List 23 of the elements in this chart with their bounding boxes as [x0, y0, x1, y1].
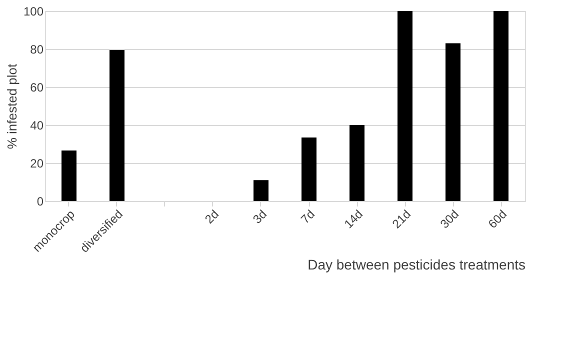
x-tick-label: 2d	[202, 207, 222, 226]
y-tick-label: 60	[30, 80, 44, 94]
bar	[62, 150, 76, 201]
x-tick-label: 21d	[389, 207, 414, 232]
x-tick-label: 14d	[341, 207, 366, 232]
y-tick-label: 80	[30, 42, 44, 56]
x-tick-label: 60d	[485, 207, 510, 232]
x-tick-label: 3d	[250, 207, 270, 226]
y-tick-label: 100	[23, 4, 44, 18]
x-tick-label: 30d	[437, 207, 462, 232]
x-tick-label: 7d	[298, 207, 318, 226]
bar	[446, 43, 460, 201]
bar	[110, 50, 124, 201]
y-axis-title: % infested plot	[4, 63, 20, 150]
bar	[302, 138, 316, 201]
bar	[398, 11, 412, 201]
y-tick-label: 40	[30, 118, 44, 132]
bar	[494, 11, 508, 201]
y-tick-label: 20	[30, 156, 44, 170]
y-tick-label: 0	[36, 194, 44, 208]
bar	[254, 180, 268, 201]
x-axis-title: Day between pesticides treatments	[308, 256, 526, 272]
bar	[350, 125, 364, 201]
